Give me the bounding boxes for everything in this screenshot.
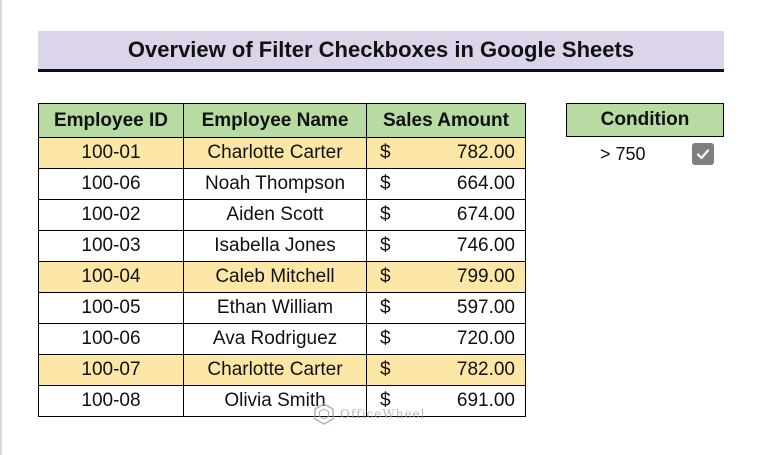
cell-employee-name[interactable]: Aiden Scott	[183, 199, 367, 231]
cell-employee-name[interactable]: Olivia Smith	[183, 385, 367, 417]
sales-amount-wrap: $674.00	[367, 204, 525, 226]
table-row: 100-01 Charlotte Carter $782.00	[38, 137, 526, 169]
header-employee-id[interactable]: Employee ID	[38, 103, 184, 138]
sales-amount-wrap: $664.00	[367, 173, 525, 195]
sales-amount-wrap: $720.00	[367, 328, 525, 350]
amount-value: 746.00	[456, 235, 515, 256]
cell-employee-id[interactable]: 100-06	[38, 323, 184, 355]
header-employee-name[interactable]: Employee Name	[183, 103, 367, 138]
cell-sales-amount[interactable]: $664.00	[366, 168, 526, 200]
amount-value: 782.00	[456, 359, 515, 380]
sales-amount-wrap: $799.00	[367, 266, 525, 288]
header-sales-amount[interactable]: Sales Amount	[366, 103, 526, 138]
cell-employee-name[interactable]: Ethan William	[183, 292, 367, 324]
sales-amount-wrap: $782.00	[367, 359, 525, 381]
currency-symbol: $	[380, 235, 391, 256]
condition-value[interactable]: > 750	[600, 144, 646, 164]
cell-employee-name[interactable]: Ava Rodriguez	[183, 323, 367, 355]
sheet-left-border	[0, 0, 2, 455]
cell-sales-amount[interactable]: $720.00	[366, 323, 526, 355]
amount-value: 664.00	[456, 173, 515, 194]
cell-sales-amount[interactable]: $799.00	[366, 261, 526, 293]
table-row: 100-05 Ethan William $597.00	[38, 292, 526, 324]
currency-symbol: $	[380, 359, 391, 380]
amount-value: 720.00	[456, 328, 515, 349]
currency-symbol: $	[380, 266, 391, 287]
currency-symbol: $	[380, 297, 391, 318]
page-title: Overview of Filter Checkboxes in Google …	[38, 31, 724, 72]
checkmark-icon	[696, 149, 710, 160]
amount-value: 799.00	[456, 266, 515, 287]
currency-symbol: $	[380, 142, 391, 163]
amount-value: 674.00	[456, 204, 515, 225]
cell-sales-amount[interactable]: $691.00	[366, 385, 526, 417]
sales-amount-wrap: $597.00	[367, 297, 525, 319]
amount-value: 597.00	[456, 297, 515, 318]
cell-employee-id[interactable]: 100-06	[38, 168, 184, 200]
amount-value: 782.00	[456, 142, 515, 163]
cell-employee-id[interactable]: 100-02	[38, 199, 184, 231]
cell-sales-amount[interactable]: $597.00	[366, 292, 526, 324]
cell-employee-name[interactable]: Charlotte Carter	[183, 354, 367, 386]
cell-employee-name[interactable]: Caleb Mitchell	[183, 261, 367, 293]
table-row: 100-06 Ava Rodriguez $720.00	[38, 323, 526, 355]
table-row: 100-03 Isabella Jones $746.00	[38, 230, 526, 262]
cell-employee-id[interactable]: 100-07	[38, 354, 184, 386]
watermark-text: OfficeWheel	[340, 407, 426, 421]
table-row: 100-04 Caleb Mitchell $799.00	[38, 261, 526, 293]
watermark-logo-icon	[314, 403, 334, 425]
watermark: OfficeWheel	[312, 402, 425, 426]
cell-sales-amount[interactable]: $746.00	[366, 230, 526, 262]
sales-table: Employee ID Employee Name Sales Amount 1…	[38, 103, 526, 417]
cell-employee-id[interactable]: 100-04	[38, 261, 184, 293]
currency-symbol: $	[380, 328, 391, 349]
currency-symbol: $	[380, 173, 391, 194]
cell-sales-amount[interactable]: $674.00	[366, 199, 526, 231]
table-header-row: Employee ID Employee Name Sales Amount	[38, 103, 526, 138]
cell-sales-amount[interactable]: $782.00	[366, 137, 526, 169]
cell-employee-name[interactable]: Noah Thompson	[183, 168, 367, 200]
cell-employee-id[interactable]: 100-08	[38, 385, 184, 417]
condition-checkbox[interactable]	[692, 143, 714, 165]
currency-symbol: $	[380, 390, 391, 411]
table-row: 100-06 Noah Thompson $664.00	[38, 168, 526, 200]
amount-value: 691.00	[456, 390, 515, 411]
cell-employee-name[interactable]: Isabella Jones	[183, 230, 367, 262]
cell-employee-id[interactable]: 100-03	[38, 230, 184, 262]
cell-employee-id[interactable]: 100-05	[38, 292, 184, 324]
table-body: 100-01 Charlotte Carter $782.00 100-06 Noah …	[38, 137, 526, 417]
condition-header[interactable]: Condition	[566, 103, 724, 137]
table-row: 100-02 Aiden Scott $674.00	[38, 199, 526, 231]
sales-amount-wrap: $691.00	[367, 390, 525, 412]
sales-amount-wrap: $746.00	[367, 235, 525, 257]
currency-symbol: $	[380, 204, 391, 225]
table-row: 100-07 Charlotte Carter $782.00	[38, 354, 526, 386]
table-row: 100-08 Olivia Smith $691.00	[38, 385, 526, 417]
sales-amount-wrap: $782.00	[367, 142, 525, 164]
cell-sales-amount[interactable]: $782.00	[366, 354, 526, 386]
cell-employee-name[interactable]: Charlotte Carter	[183, 137, 367, 169]
cell-employee-id[interactable]: 100-01	[38, 137, 184, 169]
